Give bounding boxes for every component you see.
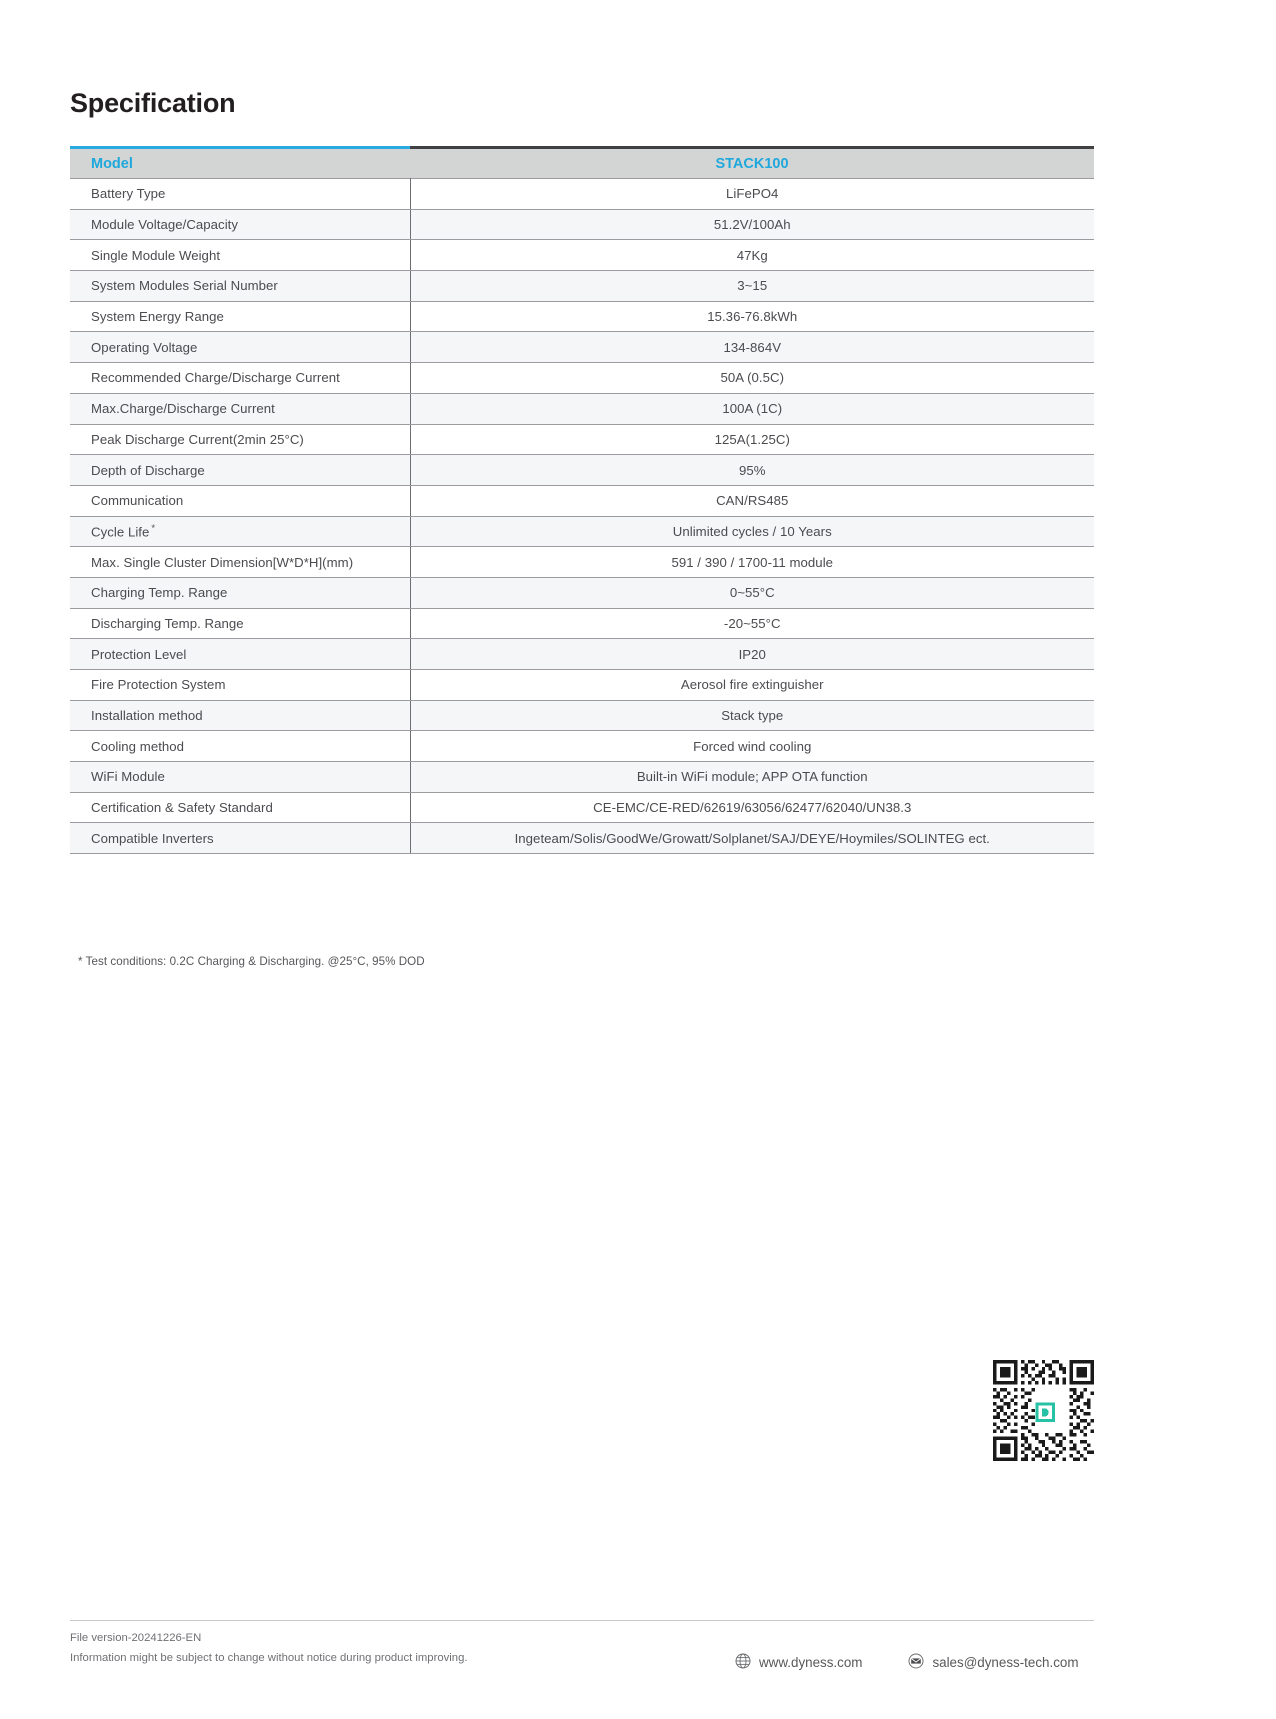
spec-value: 591 / 390 / 1700-11 module (410, 546, 1094, 578)
column-header-stack100: STACK100 (410, 146, 1094, 179)
table-row: Depth of Discharge 95% (70, 454, 1094, 486)
spec-value: Stack type (410, 700, 1094, 732)
footer-disclaimer: Information might be subject to change w… (70, 1652, 468, 1664)
table-row: Max.Charge/Discharge Current 100A (1C) (70, 393, 1094, 425)
table-header-row: Model STACK100 (70, 146, 1094, 179)
spec-value: 3~15 (410, 270, 1094, 302)
spec-value: Aerosol fire extinguisher (410, 669, 1094, 701)
table-row: Communication CAN/RS485 (70, 485, 1094, 517)
website-contact[interactable]: www.dyness.com (735, 1653, 862, 1672)
spec-label: Battery Type (70, 178, 411, 210)
table-row: Single Module Weight 47Kg (70, 239, 1094, 272)
spec-value: Forced wind cooling (410, 730, 1094, 763)
envelope-icon (908, 1653, 924, 1672)
spec-label: Installation method (70, 700, 411, 732)
website-label: www.dyness.com (759, 1655, 863, 1670)
qr-code (993, 1360, 1094, 1461)
spec-value: 15.36-76.8kWh (410, 301, 1094, 333)
spec-label: System Modules Serial Number (70, 270, 411, 302)
specification-table: Model STACK100 Battery Type LiFePO4 Module… (70, 146, 1094, 855)
table-row: Protection Level IP20 (70, 638, 1094, 670)
page-title: Specification (70, 88, 236, 118)
spec-label: Discharging Temp. Range (70, 608, 411, 640)
qr-center-logo (1034, 1401, 1056, 1423)
spec-label: System Energy Range (70, 301, 411, 333)
table-body: Battery Type LiFePO4 Module Voltage/Capaci… (70, 178, 1094, 855)
spec-value: Built-in WiFi module; APP OTA function (410, 761, 1094, 793)
footnote-marker: * (151, 523, 156, 535)
spec-value: LiFePO4 (410, 178, 1094, 210)
table-row: WiFi Module Built-in WiFi module; APP OTA… (70, 761, 1094, 793)
spec-label: Fire Protection System (70, 669, 411, 701)
spec-value: Unlimited cycles / 10 Years (410, 516, 1094, 548)
column-header-model: Model (70, 146, 410, 179)
email-label: sales@dyness-tech.com (932, 1655, 1079, 1670)
table-row: Cycle Life * Unlimited cycles / 10 Years (70, 516, 1094, 548)
spec-label: WiFi Module (70, 761, 411, 793)
spec-value: 0~55°C (410, 577, 1094, 609)
table-row: Module Voltage/Capacity 51.2V/100Ah (70, 209, 1094, 241)
spec-label: Peak Discharge Current(2min 25°C) (70, 424, 411, 456)
table-row: Installation method Stack type (70, 700, 1094, 732)
spec-label: Operating Voltage (70, 331, 411, 364)
table-row: Cooling method Forced wind cooling (70, 730, 1094, 763)
table-row: Operating Voltage 134-864V (70, 331, 1094, 364)
email-contact[interactable]: sales@dyness-tech.com (908, 1653, 1079, 1672)
globe-icon (735, 1653, 751, 1672)
spec-label: Cycle Life * (70, 516, 411, 548)
spec-value: 100A (1C) (410, 393, 1094, 425)
spec-value: 125A(1.25C) (410, 424, 1094, 456)
spec-value: -20~55°C (410, 608, 1094, 640)
spec-value: 95% (410, 454, 1094, 486)
spec-value: CE-EMC/CE-RED/62619/63056/62477/62040/UN… (410, 792, 1094, 824)
spec-label: Max. Single Cluster Dimension[W*D*H](mm) (70, 546, 411, 578)
spec-value: Ingeteam/Solis/GoodWe/Growatt/Solplanet/… (410, 822, 1094, 855)
spec-value: 47Kg (410, 239, 1094, 272)
file-version: File version-20241226-EN (70, 1632, 202, 1644)
spec-label: Module Voltage/Capacity (70, 209, 411, 241)
spec-label: Recommended Charge/Discharge Current (70, 362, 411, 394)
table-row: System Modules Serial Number 3~15 (70, 270, 1094, 302)
spec-label: Charging Temp. Range (70, 577, 411, 609)
spec-label: Cooling method (70, 730, 411, 763)
spec-value: 51.2V/100Ah (410, 209, 1094, 241)
spec-label: Protection Level (70, 638, 411, 670)
spec-value: IP20 (410, 638, 1094, 670)
spec-label: Communication (70, 485, 411, 517)
spec-label: Single Module Weight (70, 239, 411, 272)
footnote-test-conditions: * Test conditions: 0.2C Charging & Disch… (78, 955, 425, 968)
spec-label: Compatible Inverters (70, 822, 411, 855)
spec-label: Depth of Discharge (70, 454, 411, 486)
table-row: Compatible Inverters Ingeteam/Solis/GoodW… (70, 822, 1094, 855)
table-row: Certification & Safety Standard CE-EMC/CE… (70, 792, 1094, 824)
spec-value: 50A (0.5C) (410, 362, 1094, 394)
footer-left-text: File version-20241226-EN Information mig… (70, 1628, 468, 1668)
footer-divider (70, 1620, 1094, 1621)
table-row: Battery Type LiFePO4 (70, 178, 1094, 210)
table-row: Recommended Charge/Discharge Current 50A … (70, 362, 1094, 394)
table-row: Charging Temp. Range 0~55°C (70, 577, 1094, 609)
table-row: Fire Protection System Aerosol fire extin… (70, 669, 1094, 701)
footer-contacts: www.dyness.com sales@dyness-tech.com (735, 1653, 1079, 1672)
table-row: System Energy Range 15.36-76.8kWh (70, 301, 1094, 333)
spec-label: Certification & Safety Standard (70, 792, 411, 824)
spec-label: Max.Charge/Discharge Current (70, 393, 411, 425)
table-row: Peak Discharge Current(2min 25°C) 125A(1.… (70, 424, 1094, 456)
table-row: Discharging Temp. Range -20~55°C (70, 608, 1094, 640)
table-head: Model STACK100 (70, 146, 1094, 179)
spec-value: 134-864V (410, 331, 1094, 364)
spec-value: CAN/RS485 (410, 485, 1094, 517)
table-row: Max. Single Cluster Dimension[W*D*H](mm)… (70, 546, 1094, 578)
